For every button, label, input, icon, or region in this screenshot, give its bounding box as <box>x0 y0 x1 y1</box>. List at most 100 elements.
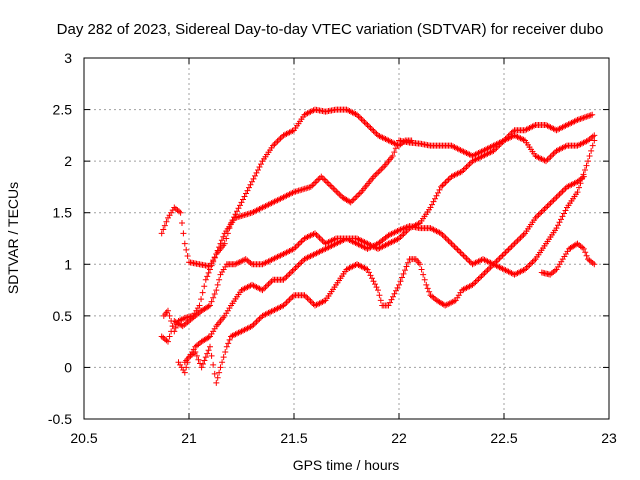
data-point <box>442 179 449 186</box>
data-point <box>286 296 293 303</box>
data-point <box>399 274 405 281</box>
data-point <box>211 370 218 377</box>
data-point <box>217 364 224 371</box>
data-point <box>315 176 322 183</box>
data-point <box>586 112 593 119</box>
data-point <box>222 348 229 355</box>
data-point <box>516 236 522 243</box>
data-point <box>198 296 205 303</box>
data-point <box>394 284 401 291</box>
data-point <box>205 269 212 276</box>
data-point <box>356 190 363 197</box>
data-point <box>580 245 587 252</box>
data-point <box>312 179 319 186</box>
data-point <box>179 220 185 227</box>
data-point <box>498 253 504 260</box>
data-point <box>318 236 324 243</box>
data-point <box>456 248 462 255</box>
data-point <box>583 113 590 120</box>
data-point <box>405 259 411 266</box>
data-point <box>216 369 223 376</box>
data-point <box>421 276 428 283</box>
data-point <box>457 249 464 256</box>
data-point <box>474 277 480 284</box>
data-point <box>273 139 279 146</box>
data-point <box>288 295 294 302</box>
data-point <box>561 210 567 217</box>
data-point <box>591 261 598 268</box>
data-point <box>163 218 170 225</box>
data-point <box>161 222 168 229</box>
data-point <box>346 198 353 205</box>
data-point <box>558 189 564 196</box>
data-point <box>204 273 211 280</box>
data-point <box>195 356 202 363</box>
data-point <box>367 124 374 131</box>
data-point <box>534 213 540 220</box>
data-point <box>168 328 175 335</box>
x-tick-label: 22 <box>391 430 407 446</box>
data-point <box>289 267 296 274</box>
data-point <box>214 374 221 381</box>
data-point <box>378 166 385 173</box>
data-point <box>294 242 300 249</box>
data-point <box>310 180 317 187</box>
data-point <box>504 248 510 255</box>
data-point <box>307 183 314 190</box>
data-point <box>306 296 312 303</box>
data-point <box>303 293 309 300</box>
x-tick-label: 20.5 <box>70 430 97 446</box>
data-point <box>528 260 534 267</box>
data-point <box>297 239 303 246</box>
data-point <box>205 303 212 310</box>
data-point <box>465 256 471 263</box>
data-point <box>292 264 299 271</box>
data-point <box>399 232 405 239</box>
data-point <box>276 136 282 143</box>
data-point <box>196 302 203 309</box>
data-point <box>256 315 263 322</box>
data-point <box>459 250 465 257</box>
data-point <box>555 192 561 199</box>
data-point <box>295 262 302 269</box>
data-point <box>589 111 596 118</box>
data-point <box>400 231 407 238</box>
data-point <box>288 269 294 276</box>
data-point <box>450 242 456 249</box>
data-point <box>396 281 402 288</box>
data-point <box>349 197 356 204</box>
data-point <box>316 234 323 241</box>
data-point <box>268 278 275 285</box>
y-tick-label: 0 <box>64 359 72 375</box>
data-point <box>531 257 537 264</box>
data-point <box>391 290 398 297</box>
data-point <box>246 184 252 191</box>
data-point <box>552 195 558 202</box>
data-point <box>430 198 437 205</box>
data-point <box>250 175 257 182</box>
data-point <box>547 200 554 207</box>
data-point <box>324 179 331 186</box>
data-point <box>480 271 486 278</box>
data-point <box>213 287 220 294</box>
data-point <box>253 169 260 176</box>
data-point <box>537 210 543 217</box>
data-point <box>403 263 410 270</box>
data-point <box>205 334 212 341</box>
data-point <box>444 236 450 243</box>
data-point <box>447 239 453 246</box>
data-point <box>462 165 468 172</box>
data-point <box>379 164 386 171</box>
data-point <box>282 275 288 282</box>
data-point <box>252 172 258 179</box>
data-point <box>336 191 343 198</box>
data-point <box>214 281 221 288</box>
y-tick-label: 1 <box>64 256 72 272</box>
data-point <box>255 166 261 173</box>
data-point <box>181 369 188 376</box>
series-track-e <box>175 173 587 386</box>
data-point <box>397 278 404 285</box>
data-point <box>460 252 467 259</box>
data-point <box>304 295 311 302</box>
